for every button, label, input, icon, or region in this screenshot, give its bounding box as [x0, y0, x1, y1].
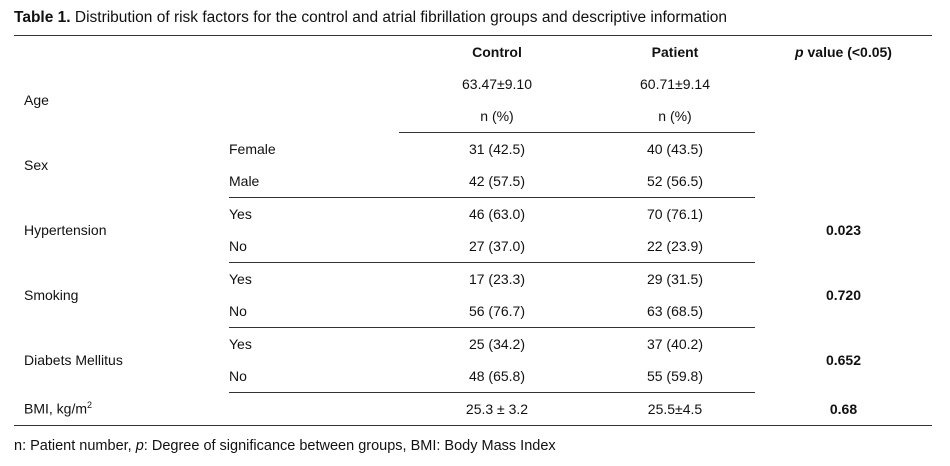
age-patient: 60.71±9.14: [640, 76, 710, 92]
diabetes-no-label: No: [229, 360, 399, 393]
smoking-yes-label: Yes: [229, 271, 252, 287]
bmi-label: BMI, kg/m2: [14, 392, 229, 426]
table-row-hypertension-no: No 27 (37.0) 22 (23.9): [14, 230, 932, 263]
hypertension-yes-patient: 70 (76.1): [646, 206, 704, 222]
bmi-label-text: BMI, kg/m: [24, 401, 88, 418]
table-row-sex-female: Sex Female 31 (42.5) 40 (43.5): [14, 133, 932, 173]
header-row: Control Patient p value (<0.05): [14, 35, 932, 68]
bmi-pvalue: 0.68: [755, 392, 932, 426]
age-control: 63.47±9.10: [462, 76, 532, 92]
table-row-smoking-yes: Smoking Yes 17 (23.3) 29 (31.5) 0.720: [14, 263, 932, 303]
hypertension-no-control: 27 (37.0): [399, 230, 595, 263]
table-caption: Table 1. Distribution of risk factors fo…: [14, 9, 727, 27]
table-row-age-unit: n (%) n (%): [14, 100, 932, 133]
footnote-part2: : Degree of significance between groups,…: [143, 438, 556, 454]
diabetes-yes-control: 25 (34.2): [468, 336, 526, 352]
hypertension-pvalue: 0.023: [825, 222, 862, 238]
hypertension-no-label: No: [229, 230, 399, 263]
bmi-control: 25.3 ± 3.2: [399, 392, 595, 426]
header-pvalue-italic: p: [795, 44, 804, 60]
header-pvalue: p value (<0.05): [755, 35, 932, 68]
header-pvalue-rest: value (<0.05): [803, 44, 892, 60]
sex-female-label: Female: [229, 140, 276, 157]
smoking-no-label: No: [229, 295, 399, 328]
sex-male-label: Male: [229, 165, 399, 198]
sex-female-control: 31 (42.5): [468, 141, 526, 157]
diabetes-yes-label: Yes: [229, 336, 252, 352]
hypertension-yes-label: Yes: [229, 206, 252, 222]
risk-factor-table: Control Patient p value (<0.05) Age 63.4…: [14, 35, 932, 426]
table-row-hypertension-yes: Hypertension Yes 46 (63.0) 70 (76.1) 0.0…: [14, 198, 932, 238]
smoking-no-control: 56 (76.7): [399, 295, 595, 328]
smoking-yes-control: 17 (23.3): [468, 271, 526, 287]
smoking-label: Smoking: [24, 287, 79, 303]
footnote-p-italic: p: [135, 438, 144, 454]
table-row-bmi: BMI, kg/m2 25.3 ± 3.2 25.5±4.5 0.68: [14, 392, 932, 426]
age-unit-patient: n (%): [595, 100, 755, 133]
header-patient: Patient: [595, 35, 755, 68]
table-row-diabetes-yes: Diabets Mellitus Yes 25 (34.2) 37 (40.2)…: [14, 328, 932, 368]
header-control: Control: [399, 35, 595, 68]
hypertension-label: Hypertension: [24, 222, 107, 238]
age-unit-control: n (%): [399, 100, 595, 133]
diabetes-yes-patient: 37 (40.2): [646, 336, 704, 352]
table-row-diabetes-no: No 48 (65.8) 55 (59.8): [14, 360, 932, 393]
footnote-part1: n: Patient number,: [14, 438, 136, 454]
table-row-age: Age 63.47±9.10 60.71±9.14: [14, 68, 932, 108]
table-row-sex-male: Male 42 (57.5) 52 (56.5): [14, 165, 932, 198]
sex-male-patient: 52 (56.5): [595, 165, 755, 198]
table-row-smoking-no: No 56 (76.7) 63 (68.5): [14, 295, 932, 328]
caption-text: Distribution of risk factors for the con…: [70, 9, 728, 26]
diabetes-no-control: 48 (65.8): [399, 360, 595, 393]
hypertension-yes-control: 46 (63.0): [468, 206, 526, 222]
bmi-label-sup: 2: [87, 400, 93, 411]
diabetes-pvalue: 0.652: [825, 352, 862, 368]
age-label: Age: [24, 92, 49, 109]
sex-female-patient: 40 (43.5): [646, 141, 704, 157]
smoking-pvalue: 0.720: [825, 287, 862, 303]
table-footnote: n: Patient number, p: Degree of signific…: [14, 438, 556, 454]
diabetes-no-patient: 55 (59.8): [595, 360, 755, 393]
diabetes-label: Diabets Mellitus: [24, 352, 123, 368]
hypertension-no-patient: 22 (23.9): [595, 230, 755, 263]
bmi-patient: 25.5±4.5: [595, 392, 755, 426]
sex-male-control: 42 (57.5): [399, 165, 595, 198]
smoking-yes-patient: 29 (31.5): [646, 271, 704, 287]
caption-label: Table 1.: [14, 9, 71, 26]
sex-label: Sex: [24, 157, 49, 173]
smoking-no-patient: 63 (68.5): [595, 295, 755, 328]
